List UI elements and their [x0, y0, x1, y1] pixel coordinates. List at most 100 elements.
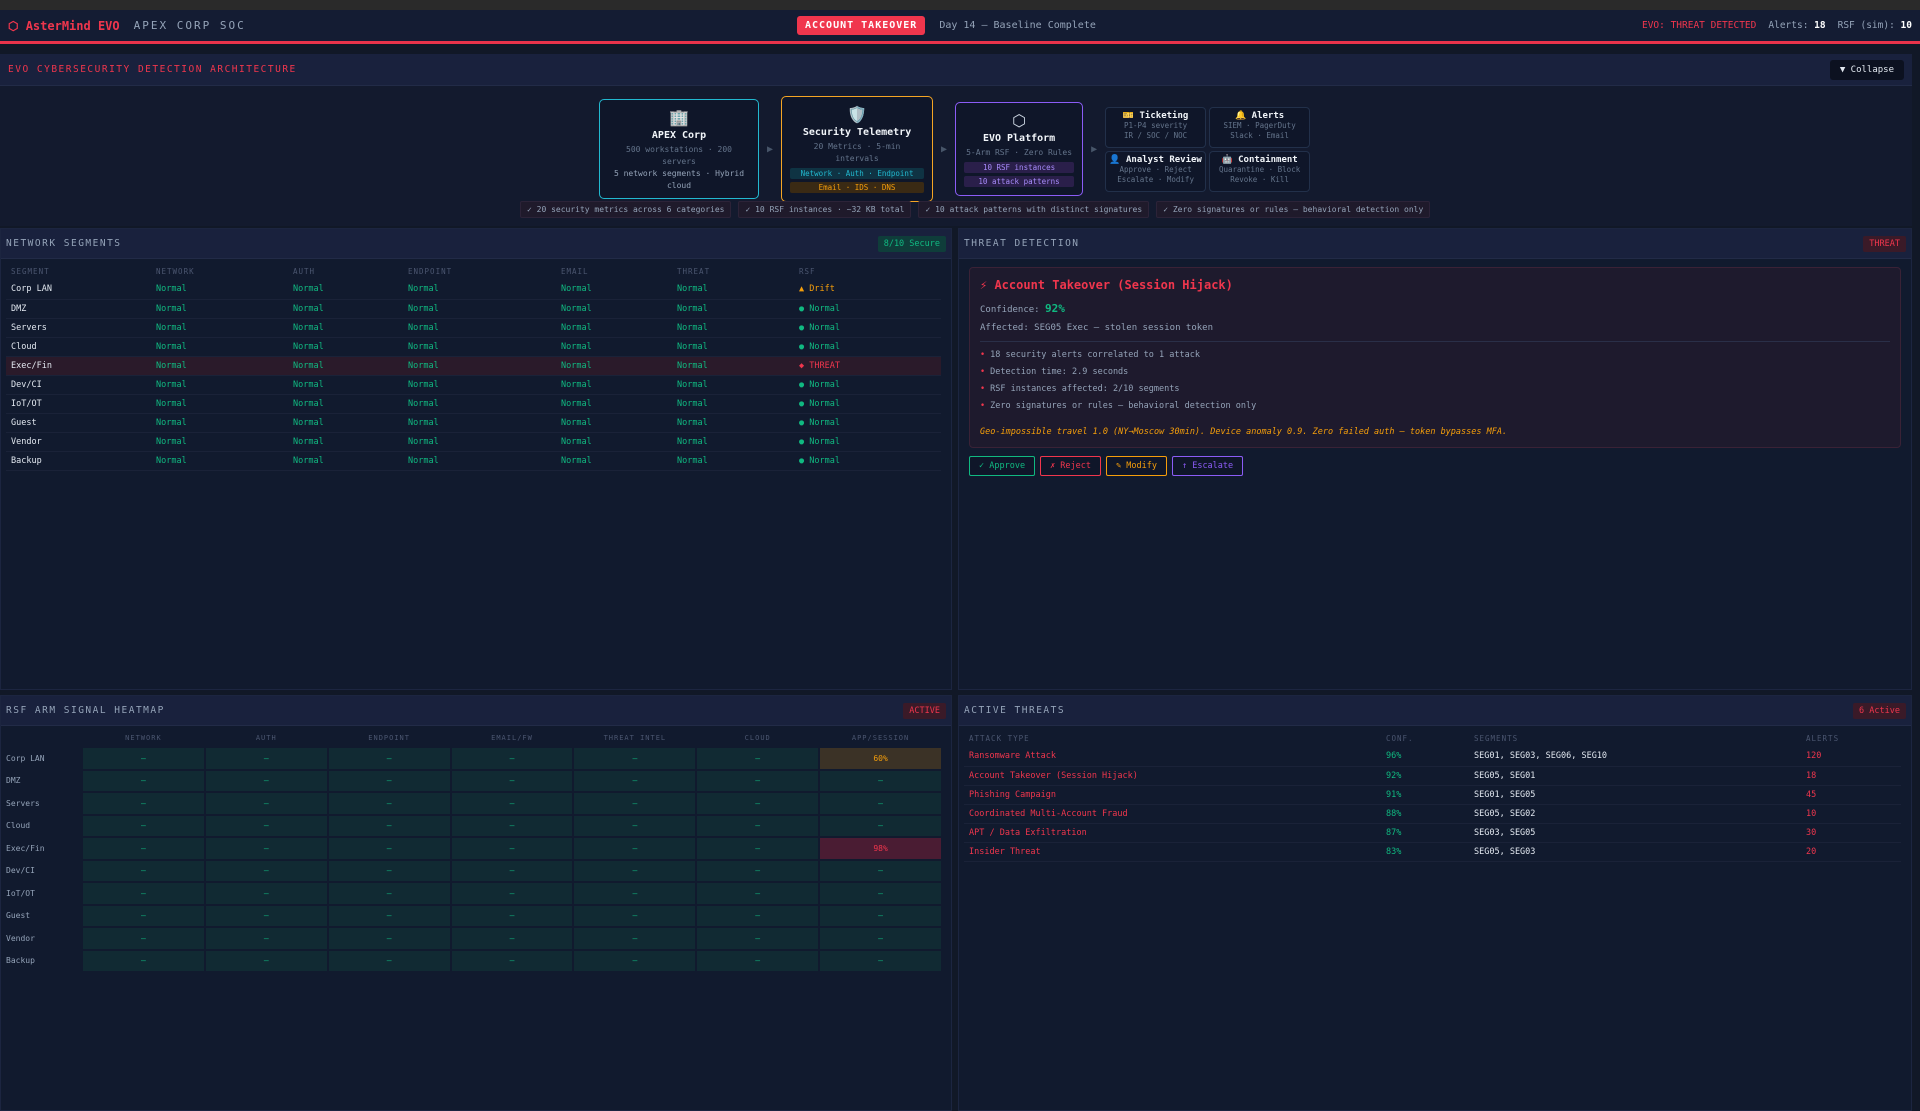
- heatmap-cell[interactable]: –: [205, 860, 327, 881]
- segment-row[interactable]: Backup Normal Normal Normal Normal Normal ● No…: [6, 451, 941, 471]
- heatmap-cell[interactable]: –: [820, 860, 941, 881]
- heatmap-cell[interactable]: –: [328, 950, 450, 971]
- scenario-badge[interactable]: ACCOUNT TAKEOVER: [797, 16, 926, 35]
- heatmap-cell[interactable]: –: [820, 770, 941, 791]
- heatmap-cell[interactable]: –: [697, 815, 819, 836]
- segment-row[interactable]: Dev/CI Normal Normal Normal Normal Normal ● No…: [6, 375, 941, 395]
- escalate-button[interactable]: ↑ Escalate: [1171, 456, 1244, 476]
- threat-row[interactable]: Coordinated Multi-Account Fraud 88% SEG05,…: [964, 804, 1901, 824]
- heatmap-cell[interactable]: –: [328, 793, 450, 814]
- heatmap-cell[interactable]: 60%: [820, 748, 941, 769]
- segment-row[interactable]: Exec/Fin Normal Normal Normal Normal Normal ◆ …: [6, 356, 941, 376]
- segment-row[interactable]: Cloud Normal Normal Normal Normal Normal ● Nor…: [6, 337, 941, 357]
- heatmap-cell[interactable]: –: [83, 905, 204, 926]
- heatmap-cell[interactable]: –: [83, 838, 204, 859]
- heatmap-cell[interactable]: –: [205, 950, 327, 971]
- heatmap-cell[interactable]: –: [574, 883, 696, 904]
- heatmap-cell[interactable]: –: [574, 860, 696, 881]
- heatmap-cell[interactable]: –: [451, 793, 573, 814]
- column-header: THREAT: [677, 267, 711, 276]
- heatmap-cell[interactable]: –: [574, 928, 696, 949]
- threat-row[interactable]: Phishing Campaign 91% SEG01, SEG05 45: [964, 785, 1901, 805]
- heatmap-cell[interactable]: –: [83, 793, 204, 814]
- heatmap-cell[interactable]: –: [697, 860, 819, 881]
- threat-row[interactable]: Account Takeover (Session Hijack) 92% SEG0…: [964, 766, 1901, 786]
- approve-button[interactable]: ✓ Approve: [969, 456, 1036, 476]
- heatmap-cell[interactable]: –: [451, 883, 573, 904]
- heatmap-cell[interactable]: –: [83, 815, 204, 836]
- heatmap-cell[interactable]: –: [697, 838, 819, 859]
- heatmap-cell[interactable]: –: [328, 905, 450, 926]
- heatmap-cell[interactable]: –: [574, 815, 696, 836]
- heatmap-cell[interactable]: –: [451, 928, 573, 949]
- heatmap-cell[interactable]: –: [820, 793, 941, 814]
- collapse-button[interactable]: ▼ Collapse: [1829, 59, 1904, 80]
- heatmap-cell[interactable]: –: [451, 815, 573, 836]
- heatmap-cell[interactable]: –: [83, 928, 204, 949]
- heatmap-cell[interactable]: –: [205, 928, 327, 949]
- heatmap-cell[interactable]: –: [205, 905, 327, 926]
- segment-row[interactable]: Servers Normal Normal Normal Normal Normal ● N…: [6, 318, 941, 338]
- heatmap-cell[interactable]: –: [451, 770, 573, 791]
- segment-row[interactable]: IoT/OT Normal Normal Normal Normal Normal ● No…: [6, 394, 941, 414]
- heatmap-cell[interactable]: –: [697, 770, 819, 791]
- output-analyst-review[interactable]: 👤 Analyst Review Approve · Reject Escalate…: [1105, 150, 1207, 192]
- threat-row[interactable]: Insider Threat 83% SEG05, SEG03 20: [964, 842, 1901, 862]
- heatmap-cell[interactable]: –: [697, 928, 819, 949]
- heatmap-cell[interactable]: –: [451, 905, 573, 926]
- heatmap-cell[interactable]: –: [328, 928, 450, 949]
- heatmap-cell[interactable]: –: [83, 883, 204, 904]
- segment-row[interactable]: Vendor Normal Normal Normal Normal Normal ● No…: [6, 432, 941, 452]
- heatmap-cell[interactable]: –: [697, 905, 819, 926]
- heatmap-cell[interactable]: –: [83, 950, 204, 971]
- heatmap-cell[interactable]: –: [328, 815, 450, 836]
- heatmap-cell[interactable]: –: [328, 860, 450, 881]
- heatmap-cell[interactable]: –: [328, 770, 450, 791]
- reject-button[interactable]: ✗ Reject: [1040, 456, 1102, 476]
- heatmap-cell[interactable]: –: [451, 748, 573, 769]
- heatmap-cell[interactable]: –: [574, 905, 696, 926]
- heatmap-cell[interactable]: –: [574, 793, 696, 814]
- secure-badge: 8/10 Secure: [877, 235, 946, 252]
- heatmap-cell[interactable]: –: [697, 950, 819, 971]
- heatmap-cell[interactable]: –: [574, 748, 696, 769]
- heatmap-cell[interactable]: –: [574, 770, 696, 791]
- heatmap-cell[interactable]: –: [451, 860, 573, 881]
- heatmap-cell[interactable]: –: [205, 748, 327, 769]
- heatmap-cell[interactable]: –: [328, 838, 450, 859]
- heatmap-cell[interactable]: –: [820, 928, 941, 949]
- heatmap-cell[interactable]: –: [697, 883, 819, 904]
- heatmap-cell[interactable]: –: [820, 905, 941, 926]
- heatmap-cell[interactable]: –: [697, 748, 819, 769]
- heatmap-cell[interactable]: –: [697, 793, 819, 814]
- heatmap-cell[interactable]: –: [451, 950, 573, 971]
- heatmap-cell[interactable]: –: [205, 883, 327, 904]
- modify-button[interactable]: ✎ Modify: [1106, 456, 1167, 476]
- output-label: Analyst Review: [1125, 154, 1202, 165]
- heatmap-cell[interactable]: –: [205, 793, 327, 814]
- heatmap-cell[interactable]: –: [328, 748, 450, 769]
- heatmap-cell[interactable]: –: [820, 815, 941, 836]
- heatmap-cell[interactable]: –: [83, 770, 204, 791]
- threat-row[interactable]: Ransomware Attack 96% SEG01, SEG03, SEG06,…: [964, 747, 1901, 767]
- output-containment[interactable]: 🤖 Containment Quarantine · Block Revoke · …: [1209, 150, 1311, 192]
- heatmap-cell[interactable]: –: [574, 838, 696, 859]
- threat-row[interactable]: APT / Data Exfiltration 87% SEG03, SEG05 30: [964, 823, 1901, 843]
- heatmap-cell[interactable]: –: [820, 950, 941, 971]
- heatmap-cell[interactable]: –: [83, 748, 204, 769]
- segment-row[interactable]: Corp LAN Normal Normal Normal Normal Normal ▲ …: [6, 280, 941, 300]
- heatmap-cell[interactable]: 98%: [820, 838, 941, 859]
- segment-row[interactable]: Guest Normal Normal Normal Normal Normal ● Nor…: [6, 413, 941, 433]
- output-ticketing[interactable]: 🎫 Ticketing P1-P4 severity IR / SOC / NOC: [1105, 106, 1207, 148]
- heatmap-cell[interactable]: –: [83, 860, 204, 881]
- heatmap-cell[interactable]: –: [820, 883, 941, 904]
- heatmap-cell[interactable]: –: [205, 838, 327, 859]
- output-alerts[interactable]: 🔔 Alerts SIEM · PagerDuty Slack · Email: [1209, 106, 1311, 148]
- heatmap-cell[interactable]: –: [451, 838, 573, 859]
- heatmap-cell[interactable]: –: [574, 950, 696, 971]
- segment-row[interactable]: DMZ Normal Normal Normal Normal Normal ● Norma…: [6, 299, 941, 319]
- heatmap-cell[interactable]: –: [205, 770, 327, 791]
- heatmap-cell[interactable]: –: [205, 815, 327, 836]
- heatmap-cell[interactable]: –: [328, 883, 450, 904]
- architecture-title: EVO CYBERSECURITY DETECTION ARCHITECTURE: [8, 64, 297, 75]
